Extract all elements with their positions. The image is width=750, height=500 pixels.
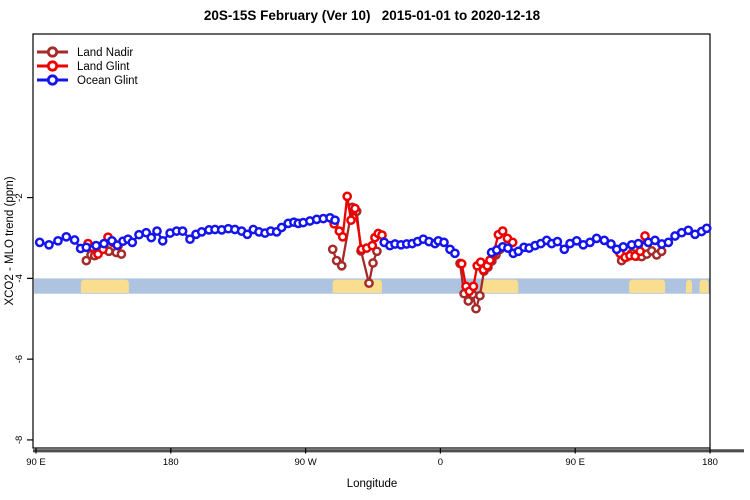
series-ocean-glint [34, 212, 712, 259]
x-axis-title: Longitude [347, 478, 398, 490]
data-point [450, 248, 460, 259]
data-point [81, 255, 92, 266]
data-point [81, 242, 92, 253]
data-point [468, 281, 479, 292]
data-point [336, 260, 347, 271]
data-point [503, 243, 513, 253]
data-point [367, 240, 378, 251]
legend-label: Ocean Glint [77, 75, 139, 87]
legend-label: Land Glint [77, 61, 130, 73]
data-point [69, 235, 80, 245]
series-land-nadir [81, 202, 667, 314]
land-patch [629, 279, 666, 293]
legend-item-land-nadir: Land Nadir [37, 46, 133, 59]
data-point [157, 235, 168, 246]
data-point [497, 226, 508, 236]
y-axis: -2 -4 -6 -8 [14, 193, 33, 444]
plot-box [32, 33, 711, 449]
data-point [61, 231, 72, 242]
x-tick-label: 90 E [565, 457, 585, 468]
data-point [152, 226, 162, 236]
data-point [177, 226, 188, 236]
data-point [364, 278, 374, 289]
data-point [346, 215, 356, 226]
data-point [327, 244, 338, 255]
y-tick-label: -8 [14, 436, 25, 444]
data-point [44, 239, 54, 250]
data-point [633, 238, 644, 249]
data-point [618, 242, 629, 252]
data-point [635, 246, 645, 257]
data-point [475, 290, 485, 301]
data-point [91, 240, 101, 251]
data-point [463, 296, 474, 306]
data-point [242, 229, 253, 240]
data-point [53, 235, 63, 246]
data-point [368, 258, 378, 268]
legend-marker-icon [46, 46, 59, 58]
legend-marker-icon [46, 74, 59, 86]
data-point [559, 244, 570, 255]
data-point [585, 237, 595, 248]
plot-area: 90 E 180 90 W 0 90 E 180 -2 -4 -6 -8 [14, 33, 744, 468]
y-tick-label: -4 [14, 274, 25, 282]
data-point [350, 203, 360, 214]
data-point [116, 249, 127, 259]
x-tick-label: 90 W [295, 457, 317, 468]
data-point [342, 191, 353, 202]
x-axis: 90 E 180 90 W 0 90 E 180 [26, 448, 718, 468]
x-tick-label: 90 E [26, 457, 46, 468]
data-point [185, 234, 195, 245]
data-point [456, 258, 467, 269]
data-point [276, 222, 287, 233]
x-tick-label: 180 [702, 457, 718, 468]
y-tick-label: -6 [14, 355, 25, 363]
x-tick-label: 0 [438, 457, 443, 468]
land-patch [332, 279, 382, 293]
legend-item-land-glint: Land Glint [37, 60, 130, 73]
chart-title: 20S-15S February (Ver 10) 2015-01-01 to … [204, 8, 541, 23]
data-point [471, 303, 481, 314]
land-patch [480, 279, 519, 293]
data-point [663, 237, 674, 248]
data-point [439, 237, 449, 248]
legend-item-ocean-glint: Ocean Glint [37, 74, 139, 87]
data-point [99, 238, 109, 249]
legend-label: Land Nadir [77, 47, 133, 59]
data-point [337, 231, 348, 242]
land-patch [80, 279, 129, 293]
data-point [127, 237, 138, 248]
data-point [606, 239, 616, 249]
land-patch [686, 279, 692, 293]
data-point [591, 233, 602, 244]
land-patch [699, 279, 709, 293]
data-point [34, 237, 45, 248]
x-tick-label: 180 [163, 457, 179, 468]
data-point [683, 225, 694, 236]
data-point [571, 235, 582, 246]
legend-marker-icon [46, 60, 59, 72]
data-point [146, 232, 157, 243]
y-tick-label: -2 [14, 193, 25, 201]
data-point [330, 215, 340, 226]
legend: Land Nadir Land Glint Ocean Glint [37, 46, 139, 87]
y-axis-title: XCO2 - MLO trend (ppm) [4, 176, 16, 305]
data-point [701, 223, 712, 234]
data-point [552, 236, 563, 247]
data-point [507, 237, 518, 248]
